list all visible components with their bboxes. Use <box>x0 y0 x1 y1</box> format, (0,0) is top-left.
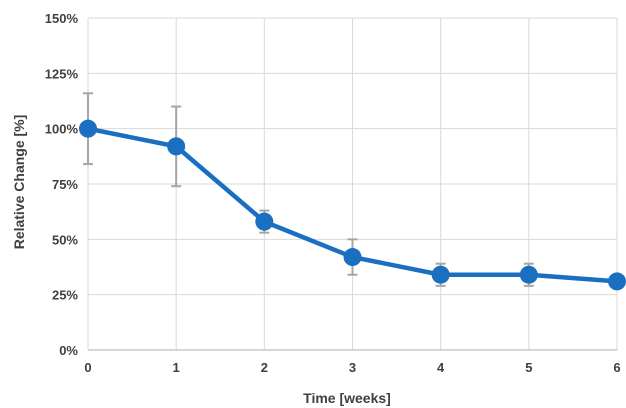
data-point <box>79 119 97 138</box>
data-point <box>343 248 362 267</box>
y-axis-title: Relative Change [%] <box>11 115 27 250</box>
y-tick-labels: 0% 25% 50% 75% 100% 125% 150% <box>45 11 79 358</box>
y-tick-label: 100% <box>45 122 79 137</box>
x-tick-label: 2 <box>261 360 268 375</box>
x-tick-label: 5 <box>525 360 532 375</box>
y-tick-label: 125% <box>45 66 79 81</box>
x-tick-label: 4 <box>437 360 445 375</box>
y-tick-label: 50% <box>52 232 78 247</box>
x-tick-label: 1 <box>173 360 180 375</box>
y-tick-label: 0% <box>59 343 78 358</box>
data-point <box>608 272 626 291</box>
grid <box>87 17 618 351</box>
data-point <box>255 212 274 231</box>
error-bars <box>83 92 534 287</box>
data-point <box>519 265 538 284</box>
x-tick-label: 3 <box>349 360 356 375</box>
data-point <box>167 137 186 156</box>
data-point <box>431 265 450 284</box>
x-tick-labels: 0 1 2 3 4 5 6 <box>84 360 620 375</box>
y-tick-label: 150% <box>45 11 79 26</box>
series <box>79 119 626 291</box>
y-tick-label: 25% <box>52 288 78 303</box>
x-tick-label: 6 <box>613 360 620 375</box>
x-tick-label: 0 <box>84 360 91 375</box>
y-tick-label: 75% <box>52 177 78 192</box>
x-axis-title: Time [weeks] <box>303 390 391 406</box>
